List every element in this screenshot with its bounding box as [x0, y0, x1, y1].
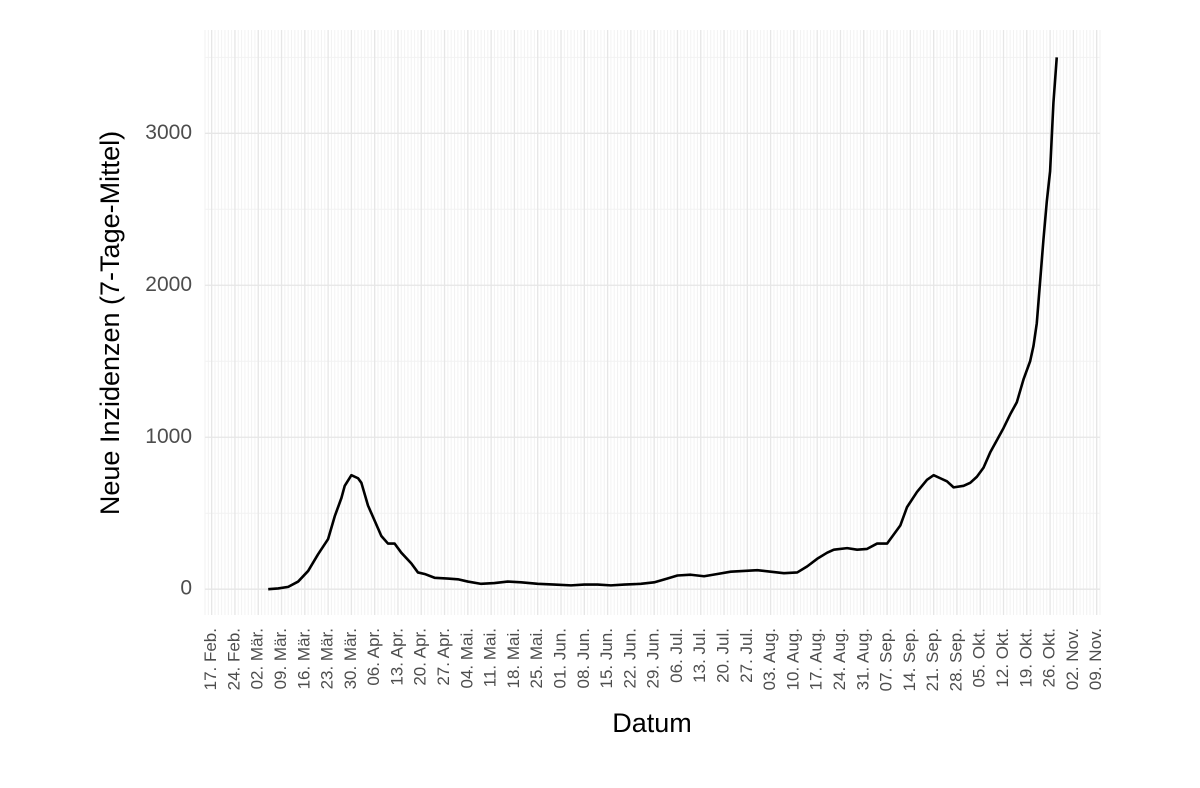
x-tick-label: 23. Mär.	[318, 628, 337, 689]
x-tick-label: 06. Apr.	[364, 628, 383, 686]
x-tick-label: 09. Nov.	[1086, 628, 1105, 690]
x-tick-label: 16. Mär.	[294, 628, 313, 689]
x-tick-label: 27. Apr.	[434, 628, 453, 686]
x-tick-label: 24. Feb.	[224, 628, 243, 690]
y-tick-label: 0	[180, 577, 192, 600]
x-tick-label: 30. Mär.	[341, 628, 360, 689]
x-tick-label: 31. Aug.	[853, 628, 872, 690]
x-tick-label: 14. Sep.	[900, 628, 919, 691]
x-tick-label: 13. Jul.	[690, 628, 709, 683]
x-tick-label: 20. Apr.	[411, 628, 430, 686]
x-tick-label: 05. Okt.	[970, 628, 989, 688]
x-tick-label: 12. Okt.	[993, 628, 1012, 688]
x-tick-label: 29. Jun.	[644, 628, 663, 689]
x-axis-title: Datum	[612, 708, 692, 738]
x-tick-label: 04. Mai.	[457, 628, 476, 688]
x-tick-label: 17. Feb.	[201, 628, 220, 690]
x-tick-label: 15. Jun.	[597, 628, 616, 689]
y-axis-title: Neue Inzidenzen (7-Tage-Mittel)	[95, 131, 125, 515]
x-tick-label: 03. Aug.	[760, 628, 779, 690]
x-tick-label: 01. Jun.	[550, 628, 569, 689]
x-tick-label: 24. Aug.	[830, 628, 849, 690]
x-tick-label: 10. Aug.	[783, 628, 802, 690]
x-tick-label: 07. Sep.	[877, 628, 896, 691]
x-tick-label: 27. Jul.	[737, 628, 756, 683]
x-tick-label: 09. Mär.	[271, 628, 290, 689]
y-tick-label: 1000	[145, 425, 192, 448]
x-tick-label: 06. Jul.	[667, 628, 686, 683]
x-tick-label: 21. Sep.	[923, 628, 942, 691]
x-tick-label: 11. Mai.	[481, 628, 500, 687]
x-tick-label: 20. Jul.	[714, 628, 733, 683]
grid	[204, 30, 1101, 615]
x-tick-label: 28. Sep.	[946, 628, 965, 691]
x-tick-label: 22. Jun.	[620, 628, 639, 689]
x-tick-label: 08. Jun.	[574, 628, 593, 689]
x-tick-label: 19. Okt.	[1016, 628, 1035, 688]
y-tick-label: 3000	[145, 121, 192, 144]
x-tick-label: 25. Mai.	[527, 628, 546, 688]
x-tick-label: 02. Mär.	[248, 628, 267, 689]
x-tick-label: 26. Okt.	[1040, 628, 1059, 688]
x-tick-label: 18. Mai.	[504, 628, 523, 688]
data-line	[268, 57, 1059, 591]
y-tick-label: 2000	[145, 273, 192, 296]
x-tick-label: 02. Nov.	[1063, 628, 1082, 690]
x-tick-label: 17. Aug.	[807, 628, 826, 690]
x-tick-label: 13. Apr.	[387, 628, 406, 686]
